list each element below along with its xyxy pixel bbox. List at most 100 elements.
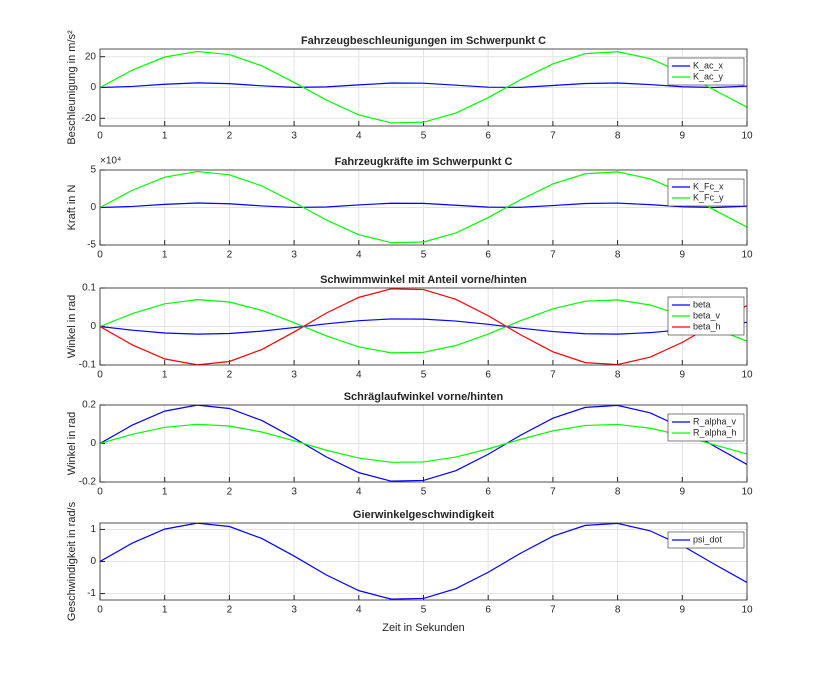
legend-label: psi_dot (693, 534, 723, 544)
x-tick-label: 8 (615, 250, 621, 261)
axes-box (99, 522, 748, 601)
x-tick-label: 4 (356, 370, 362, 381)
subplot: 0 1 2 3 4 5 6 7 8 9 10-101Gierwinkelgeschwindigkei… (66, 501, 753, 634)
x-tick-label: 8 (615, 131, 621, 142)
legend-box (667, 178, 745, 207)
axes-box (99, 287, 748, 366)
x-tick-label: 6 (485, 250, 491, 261)
line-series (100, 405, 747, 482)
x-tick-label: 1 (162, 487, 168, 498)
line-series (100, 82, 747, 89)
y-tick-label: 0.2 (82, 400, 96, 411)
x-tick-label: 2 (227, 605, 233, 616)
y-tick-label: -1 (87, 588, 96, 599)
x-tick-label: 10 (741, 487, 753, 498)
x-tick-label: 6 (485, 370, 491, 381)
line-series (100, 318, 747, 335)
axes-box (99, 48, 748, 127)
x-tick-label: 2 (227, 250, 233, 261)
legend-label: beta_h (693, 321, 721, 331)
x-tick-label: 3 (291, 487, 297, 498)
x-tick-label: 10 (741, 250, 753, 261)
x-tick-label: 0 (97, 370, 103, 381)
legend-label: K_ac_x (693, 60, 724, 70)
subplot-title: Fahrzeugkräfte im Schwerpunkt C (335, 156, 513, 168)
line-series (100, 170, 747, 244)
x-tick-label: 5 (421, 131, 427, 142)
x-tick-label: 9 (680, 487, 686, 498)
x-tick-label: 3 (291, 605, 297, 616)
y-axis-label: Beschleunigung in m/s² (66, 30, 78, 145)
x-tick-label: 7 (550, 131, 556, 142)
legend-label: K_Fc_x (693, 181, 724, 191)
x-tick-label: 7 (550, 370, 556, 381)
legend: R_alpha_vR_alpha_h (667, 413, 745, 442)
legend-label: K_Fc_y (693, 192, 724, 202)
legend-label: beta (693, 299, 711, 309)
subplot-title: Schwimmwinkel mit Anteil vorne/hinten (320, 274, 527, 286)
x-tick-label: 2 (227, 487, 233, 498)
y-tick-label: -0.1 (79, 360, 97, 371)
x-tick-label: 10 (741, 605, 753, 616)
legend-label: R_alpha_v (693, 416, 737, 426)
subplot-title: Schräglaufwinkel vorne/hinten (344, 391, 504, 403)
legend-label: beta_v (693, 310, 721, 320)
x-tick-label: 8 (615, 370, 621, 381)
line-series (100, 523, 747, 600)
y-axis-label: Kraft in N (66, 185, 78, 231)
y-axis-label: Geschwindigkeit in rad/s (66, 501, 78, 621)
x-tick-label: 2 (227, 131, 233, 142)
legend: psi_dot (667, 531, 745, 549)
x-tick-label: 3 (291, 131, 297, 142)
x-tick-label: 3 (291, 370, 297, 381)
x-tick-label: 8 (615, 605, 621, 616)
x-tick-label: 4 (356, 487, 362, 498)
line-series (100, 423, 747, 463)
x-tick-label: 7 (550, 250, 556, 261)
x-tick-label: 5 (421, 605, 427, 616)
x-tick-label: 3 (291, 250, 297, 261)
x-tick-label: 10 (741, 131, 753, 142)
x-tick-label: 9 (680, 370, 686, 381)
x-tick-label: 10 (741, 370, 753, 381)
y-tick-label: 1 (90, 524, 96, 535)
y-tick-label: -0.2 (79, 477, 97, 488)
y-tick-label: 0 (90, 202, 96, 213)
subplot-title: Fahrzeugbeschleunigungen im Schwerpunkt … (301, 35, 546, 47)
y-tick-label: 20 (85, 51, 97, 62)
subplot-title: Gierwinkelgeschwindigkeit (353, 509, 495, 521)
x-tick-label: 7 (550, 487, 556, 498)
x-tick-label: 6 (485, 131, 491, 142)
x-tick-label: 9 (680, 131, 686, 142)
y-axis-label: Winkel in rad (66, 412, 78, 476)
x-axis-label: Zeit in Sekunden (382, 622, 465, 634)
x-tick-label: 5 (421, 250, 427, 261)
x-tick-label: 8 (615, 487, 621, 498)
line-series (100, 288, 747, 365)
x-tick-label: 5 (421, 370, 427, 381)
y-axis-label: Winkel in rad (66, 295, 78, 359)
x-tick-label: 5 (421, 487, 427, 498)
axes-box (99, 404, 748, 483)
y-tick-label: 0 (90, 82, 96, 93)
x-tick-label: 0 (97, 487, 103, 498)
x-tick-label: 2 (227, 370, 233, 381)
x-tick-label: 1 (162, 370, 168, 381)
x-tick-label: 1 (162, 250, 168, 261)
legend: K_Fc_xK_Fc_y (667, 178, 745, 207)
x-tick-label: 9 (680, 250, 686, 261)
line-series (100, 202, 747, 209)
y-tick-label: 0 (90, 321, 96, 332)
y-tick-label: -20 (82, 113, 97, 124)
x-tick-label: 0 (97, 605, 103, 616)
legend-box (667, 57, 745, 86)
y-tick-label: -5 (87, 240, 96, 251)
x-tick-label: 4 (356, 605, 362, 616)
legend-label: R_alpha_h (693, 427, 737, 437)
y-tick-label: 0.1 (82, 283, 96, 294)
